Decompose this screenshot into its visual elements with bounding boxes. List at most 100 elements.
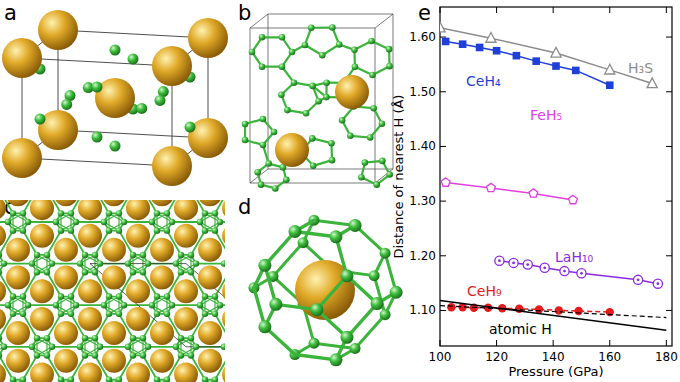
marker-dot xyxy=(498,259,501,262)
tick-mark xyxy=(609,340,610,346)
hydrogen-atom xyxy=(125,260,131,266)
hydrogen-atom xyxy=(155,95,166,106)
hydrogen-atom xyxy=(221,260,225,266)
hydrogen-atom xyxy=(20,311,26,317)
metal-atom xyxy=(126,307,150,331)
metal-atom xyxy=(174,307,198,331)
hydrogen-atom xyxy=(370,105,377,112)
marker xyxy=(495,256,504,265)
marker xyxy=(529,189,538,197)
hydrogen-atom xyxy=(68,210,74,216)
tick-mark xyxy=(553,7,554,13)
hydrogen-atom xyxy=(53,219,59,225)
bond xyxy=(172,221,200,223)
hydrogen-atom xyxy=(291,79,298,86)
hydrogen-atom xyxy=(193,344,199,350)
tick-mark xyxy=(440,91,446,92)
hydrogen-atom xyxy=(258,320,271,333)
metal-atom xyxy=(275,133,309,167)
metal-atom xyxy=(30,200,54,220)
metal-atom xyxy=(78,224,102,248)
metal-atom xyxy=(30,363,54,382)
hydrogen-atom xyxy=(10,293,16,299)
metal-atom xyxy=(222,279,225,303)
bond xyxy=(317,276,347,310)
metal-atom xyxy=(150,265,174,289)
metal-atom xyxy=(150,200,174,206)
hydrogen-atom xyxy=(269,298,282,311)
metal-atom xyxy=(54,349,78,373)
hydrogen-atom xyxy=(154,293,160,299)
marker xyxy=(487,183,496,191)
hydrogen-atom xyxy=(217,302,223,308)
marker xyxy=(653,279,662,288)
metal-atom xyxy=(150,321,174,345)
axis-title: Pressure (GPa) xyxy=(508,364,603,379)
metal-atom xyxy=(2,38,42,78)
hydrogen-atom xyxy=(265,160,272,167)
hydrogen-atom xyxy=(125,344,131,350)
hydrogen-atom xyxy=(328,140,335,147)
hydrogen-atom xyxy=(58,210,64,216)
tick-label: 1.30 xyxy=(409,194,436,208)
hydrogen-atom xyxy=(308,24,315,31)
hydrogen-atom xyxy=(82,352,88,358)
hydrogen-atom xyxy=(188,335,194,341)
tick-mark xyxy=(666,255,672,256)
panel-label: d xyxy=(238,195,251,219)
marker-ring xyxy=(633,275,642,284)
metal-atom xyxy=(0,279,6,303)
hydrogen-atom xyxy=(154,227,160,233)
hydrogen-atom xyxy=(188,269,194,275)
hydrogen-atom xyxy=(68,377,74,382)
hydrogen-atom xyxy=(116,210,122,216)
bond xyxy=(28,221,56,223)
marker xyxy=(540,263,549,272)
metal-atom xyxy=(102,321,126,345)
hydrogen-atom xyxy=(369,270,380,281)
hydrogen-atom xyxy=(25,302,31,308)
marker-dot xyxy=(563,270,566,273)
hydrogen-atom xyxy=(178,335,184,341)
bond xyxy=(100,346,128,348)
hydrogen-atom xyxy=(178,252,184,258)
hydrogen-atom xyxy=(58,311,64,317)
hydrogen-atom xyxy=(202,210,208,216)
metal-atom xyxy=(54,321,78,345)
hydrogen-atom xyxy=(279,63,286,70)
metal-atom xyxy=(54,200,78,206)
hydrogen-atom xyxy=(340,331,353,344)
bond xyxy=(52,263,80,265)
hydrogen-atom xyxy=(319,52,326,59)
tick-label: 1.20 xyxy=(409,249,436,263)
hydrogen-atom xyxy=(279,34,286,41)
hydrogen-atom xyxy=(173,260,179,266)
metal-atom xyxy=(152,146,192,186)
cell-edge xyxy=(58,130,208,138)
hydrogen-atom xyxy=(68,227,74,233)
marker xyxy=(532,57,540,65)
hydrogen-atom xyxy=(10,210,16,216)
marker-dot xyxy=(656,282,659,285)
hydrogen-atom xyxy=(169,219,175,225)
hydrogen-atom xyxy=(212,377,218,382)
metal-atom xyxy=(6,321,30,345)
hydrogen-atom xyxy=(44,352,50,358)
tick-mark xyxy=(440,201,446,202)
hydrogen-atom xyxy=(164,311,170,317)
series-label: CeH₄ xyxy=(466,73,501,89)
bond xyxy=(347,304,377,338)
hydrogen-atom xyxy=(178,269,184,275)
hydrogen-atom xyxy=(188,352,194,358)
hydrogen-atom xyxy=(178,352,184,358)
metal-atom xyxy=(174,224,198,248)
hydrogen-atom xyxy=(25,219,31,225)
hydrogen-atom xyxy=(106,311,112,317)
metal-atom xyxy=(222,363,225,382)
hydrogen-atom xyxy=(34,335,40,341)
tick-mark xyxy=(666,7,667,13)
marker-dot xyxy=(543,266,546,269)
hydrogen-atom xyxy=(5,219,11,225)
series-label: atomic H xyxy=(489,321,552,337)
hydrogen-atom xyxy=(212,210,218,216)
